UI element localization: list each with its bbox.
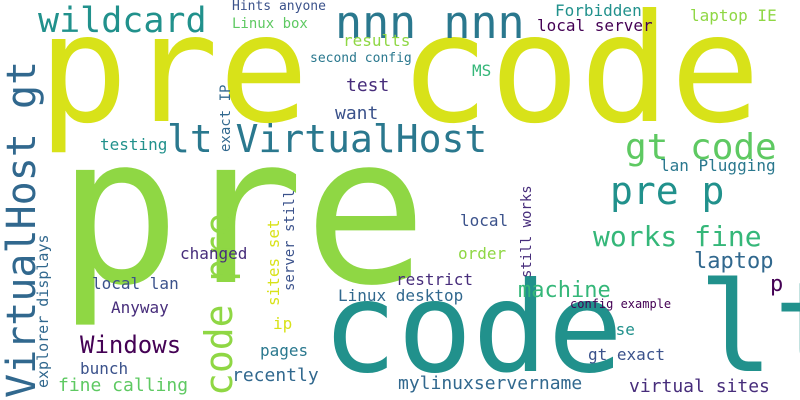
- word-mylinuxservername: mylinuxservername: [398, 373, 583, 394]
- word-order: order: [458, 244, 507, 263]
- word-explorer-displays: explorer displays: [34, 234, 52, 388]
- word-still-works: still works: [519, 185, 535, 278]
- word-want: want: [335, 103, 379, 124]
- word-gt-exact: gt exact: [588, 345, 666, 364]
- word-ms: MS: [472, 61, 492, 80]
- word-ip: ip: [273, 314, 293, 333]
- word-testing: testing: [100, 135, 168, 154]
- word-pre-p: pre p: [610, 169, 725, 213]
- word-pre-code: pre code: [38, 0, 761, 157]
- word-linux-box: Linux box: [232, 16, 308, 32]
- word-anyway: Anyway: [111, 298, 169, 317]
- word-lt-virtualhost: lt VirtualHost: [167, 117, 488, 161]
- word-linux-desktop: Linux desktop: [338, 286, 464, 305]
- word-local: local: [460, 211, 509, 230]
- word-code-lt: code lt: [322, 256, 800, 400]
- word-sites-set: sites set: [264, 219, 283, 306]
- word-second-config: second config: [310, 51, 412, 66]
- word-bunch: bunch: [80, 359, 129, 378]
- word-wildcard: wildcard: [38, 1, 207, 41]
- word-gt-code: gt code: [625, 127, 777, 168]
- word-virtual-sites: virtual sites: [629, 376, 770, 397]
- word-changed: changed: [180, 244, 248, 263]
- word-server-still: server still: [282, 189, 298, 291]
- word-config-example: config example: [570, 297, 672, 311]
- word-pre: pre: [57, 93, 428, 331]
- word-forbidden: Forbidden: [555, 1, 642, 20]
- word-fine-calling: fine calling: [58, 375, 189, 396]
- word-local-lan: local lan: [92, 274, 179, 293]
- word-nnn-nnn: nnn nnn: [335, 0, 525, 49]
- word-p-small: p: [770, 272, 784, 297]
- word-restrict: restrict: [396, 270, 474, 289]
- word-works-fine: works fine: [593, 220, 762, 253]
- word-lan-plugging: lan Plugging: [660, 156, 776, 175]
- word-laptop-ie: laptop IE: [690, 6, 777, 25]
- word-recently: recently: [232, 365, 319, 386]
- word-use: use: [606, 320, 635, 339]
- word-machine: machine: [518, 278, 611, 303]
- word-results: results: [343, 31, 411, 50]
- word-pages: pages: [260, 341, 309, 360]
- word-hints-anyone: Hints anyone: [232, 0, 326, 14]
- word-local-server: local server: [537, 16, 653, 35]
- word-test: test: [346, 75, 390, 96]
- word-windows: Windows: [80, 331, 182, 359]
- word-laptop: laptop: [694, 249, 774, 274]
